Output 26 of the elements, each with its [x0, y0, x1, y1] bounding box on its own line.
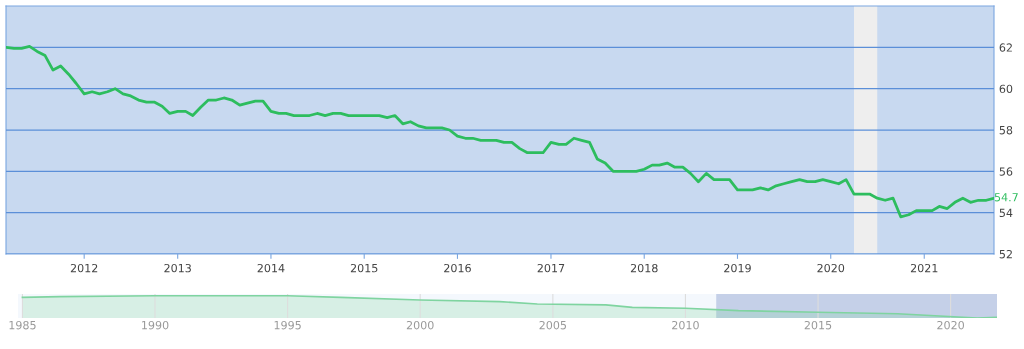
x-tick-label: 2015: [804, 320, 832, 330]
x-tick-label: 2018: [630, 263, 658, 273]
y-tick-label: 56: [999, 167, 1013, 176]
data-label: 54.7: [994, 193, 1018, 202]
x-tick-label: 2012: [70, 263, 98, 273]
x-tick-label: 2020: [937, 320, 964, 330]
y-tick-label: 62: [999, 43, 1012, 52]
x-tick-label: 2017: [537, 263, 565, 273]
x-tick-label: 2010: [672, 320, 699, 330]
x-tick-label: 1990: [142, 320, 169, 330]
x-tick-label: 2000: [406, 320, 434, 330]
x-tick-label: 2021: [910, 263, 938, 273]
x-tick-label: 2014: [257, 263, 285, 273]
x-tick-label: 2005: [539, 320, 567, 330]
y-tick-label: 58: [999, 125, 1013, 135]
y-tick-label: 52: [999, 249, 1012, 259]
x-tick-label: 2016: [444, 263, 471, 273]
y-tick-label: 60: [999, 84, 1013, 94]
x-tick-label: 2015: [350, 263, 378, 273]
x-tick-label: 1995: [274, 320, 301, 330]
x-tick-label: 2013: [164, 263, 191, 273]
y-tick-label: 54: [999, 208, 1013, 218]
x-tick-label: 2019: [724, 263, 751, 273]
x-tick-label: 1985: [9, 320, 36, 330]
x-tick-label: 2020: [817, 263, 845, 273]
line-series: [6, 44, 994, 219]
